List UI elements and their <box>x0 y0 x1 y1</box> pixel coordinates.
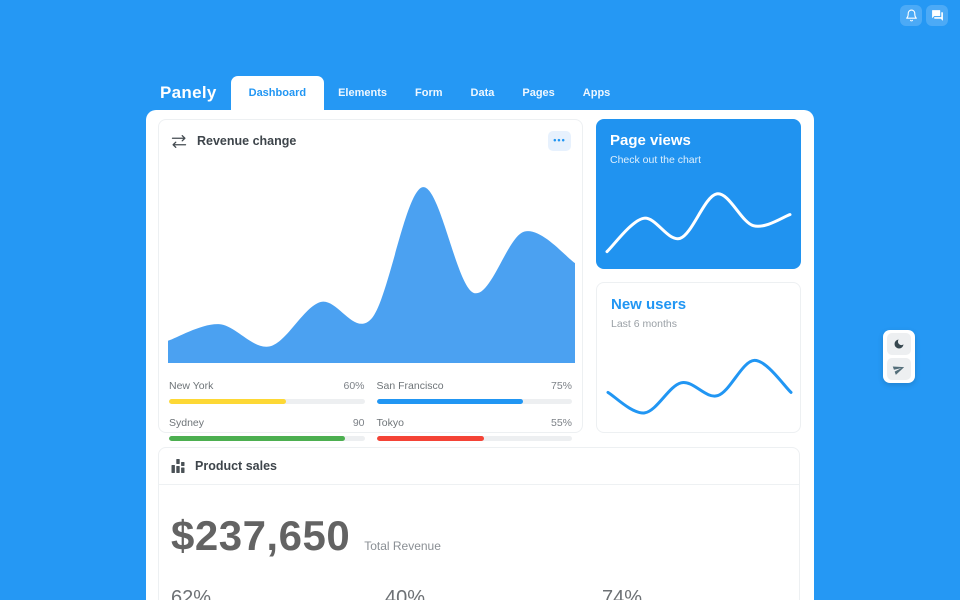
bell-icon <box>905 9 917 22</box>
progress-fill <box>169 436 345 441</box>
sales-stats-row: 62% 40% 74% <box>159 587 799 600</box>
sales-stat-3: 74% <box>602 587 643 600</box>
tab-pages[interactable]: Pages <box>522 87 555 99</box>
city-progress-sydney: Sydney 90 <box>169 417 365 441</box>
sales-stat-1: 62% <box>171 587 212 600</box>
city-progress-new-york: New York 60% <box>169 380 365 404</box>
swap-arrows-icon <box>171 134 187 148</box>
moon-icon <box>894 339 904 349</box>
nav-tabs: Dashboard Elements Form Data Pages Apps <box>230 76 625 110</box>
app-logo: Panely <box>160 83 217 102</box>
progress-fill <box>376 399 524 404</box>
notifications-button[interactable] <box>900 5 922 26</box>
page-views-card: Page views Check out the chart <box>596 119 801 269</box>
card-subtitle: Check out the chart <box>610 154 702 166</box>
card-title: Page views <box>610 132 691 149</box>
bar-chart-icon <box>171 459 185 473</box>
tab-dashboard[interactable]: Dashboard <box>230 76 325 110</box>
revenue-area-chart <box>168 187 575 363</box>
city-label: Tokyo <box>376 417 404 429</box>
send-feedback-button[interactable] <box>887 358 911 380</box>
revenue-change-card: Revenue change ••• New York 60% San Franci… <box>158 119 583 441</box>
city-progress-list: New York 60% San Francisco 75% Sydney 90 Tokyo… <box>169 380 572 441</box>
header-actions <box>900 5 948 26</box>
progress-fill <box>169 399 287 404</box>
city-value: 55% <box>550 417 572 429</box>
card-title: Revenue change <box>197 134 297 148</box>
city-value: 90 <box>352 417 365 429</box>
progress-fill <box>376 436 485 441</box>
dark-mode-button[interactable] <box>887 333 911 355</box>
tab-form[interactable]: Form <box>415 87 443 99</box>
sales-stat-2: 40% <box>385 587 426 600</box>
content-panel: Revenue change ••• New York 60% San Franci… <box>146 110 814 600</box>
total-revenue-label: Total Revenue <box>364 539 441 553</box>
chat-icon <box>931 10 943 21</box>
tab-apps[interactable]: Apps <box>582 87 611 99</box>
new-users-card: New users Last 6 months <box>596 282 801 433</box>
city-label: New York <box>169 380 214 392</box>
messages-button[interactable] <box>926 5 948 26</box>
send-icon <box>892 366 905 375</box>
city-label: San Francisco <box>376 380 444 392</box>
progress-track <box>376 399 572 404</box>
tab-elements[interactable]: Elements <box>338 87 388 99</box>
card-title: New users <box>611 296 687 313</box>
top-nav: Panely Dashboard Elements Form Data Pages App… <box>146 76 814 110</box>
card-menu-button[interactable]: ••• <box>548 131 571 151</box>
total-revenue-value: $237,650 <box>171 512 351 559</box>
new-users-line-chart <box>606 358 793 415</box>
progress-track <box>169 399 365 404</box>
city-label: Sydney <box>169 417 205 429</box>
tab-data[interactable]: Data <box>470 87 495 99</box>
product-sales-card: Product sales $237,650 Total Revenue 62%… <box>158 447 800 600</box>
city-progress-san-francisco: San Francisco 75% <box>376 380 572 404</box>
city-value: 60% <box>343 380 365 392</box>
city-value: 75% <box>550 380 572 392</box>
card-title: Product sales <box>195 459 277 473</box>
progress-track <box>169 436 365 441</box>
card-subtitle: Last 6 months <box>611 318 677 330</box>
progress-track <box>376 436 572 441</box>
page-views-line-chart <box>605 192 792 254</box>
floating-tool-panel <box>883 330 915 383</box>
city-progress-tokyo: Tokyo 55% <box>376 417 572 441</box>
